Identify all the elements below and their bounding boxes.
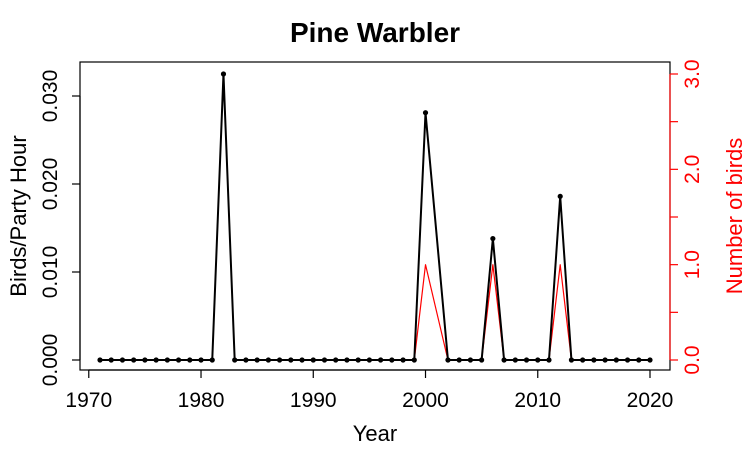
y-tick-label: 0.010 <box>39 246 62 299</box>
data-point <box>299 357 305 363</box>
x-tick-label: 2000 <box>402 389 449 412</box>
data-point <box>411 357 417 363</box>
series-line-birds-per-party-hour <box>100 73 650 361</box>
data-point <box>209 357 215 363</box>
y2-tick-label: 1.0 <box>681 250 704 279</box>
chart-title: Pine Warbler <box>290 17 460 48</box>
y2-tick-label: 3.0 <box>681 59 704 88</box>
data-point <box>119 357 126 363</box>
data-point <box>355 357 361 363</box>
data-point <box>288 357 294 363</box>
data-point <box>333 357 339 363</box>
data-point <box>142 357 148 363</box>
series-layer <box>97 71 653 363</box>
data-point <box>164 357 170 363</box>
data-point <box>187 357 193 363</box>
data-point <box>321 357 328 363</box>
x-axis: 1970 1980 1990 2000 2010 2020 <box>65 369 674 412</box>
x-tick-label: 1990 <box>290 389 337 412</box>
x-tick-label: 2020 <box>627 389 674 412</box>
data-point <box>445 357 451 363</box>
data-point <box>243 357 249 363</box>
data-point <box>198 357 204 363</box>
data-point <box>175 357 182 363</box>
plot-frame <box>79 61 671 371</box>
y-axis-label: Birds/Party Hour <box>6 135 31 296</box>
data-point <box>276 357 283 363</box>
data-point <box>647 357 653 363</box>
data-point <box>378 357 384 363</box>
y-axis: 0.000 0.010 0.020 0.030 <box>39 70 81 387</box>
data-point <box>613 357 619 363</box>
y-tick-label: 0.030 <box>39 70 62 123</box>
data-point <box>400 357 406 363</box>
y2-axis: 0.0 1.0 2.0 3.0 <box>669 59 704 375</box>
x-tick-label: 1970 <box>65 389 112 412</box>
data-point <box>254 357 260 363</box>
data-point <box>512 357 518 363</box>
data-point <box>422 110 429 116</box>
data-point <box>389 357 395 363</box>
data-point <box>479 357 485 363</box>
data-point <box>467 357 474 363</box>
data-point <box>366 357 372 363</box>
data-point <box>310 357 316 363</box>
data-point <box>220 71 227 77</box>
y-tick-label: 0.000 <box>39 334 62 387</box>
y2-tick-label: 2.0 <box>681 155 704 184</box>
data-point <box>501 357 507 363</box>
x-tick-label: 1980 <box>178 389 225 412</box>
data-point <box>557 193 563 199</box>
data-point <box>624 357 631 363</box>
data-point <box>97 357 103 363</box>
data-point <box>108 357 114 363</box>
data-point <box>265 357 271 363</box>
data-point <box>344 357 350 363</box>
data-point <box>580 357 586 363</box>
data-point <box>568 357 575 363</box>
y2-tick-label: 0.0 <box>681 345 704 374</box>
x-tick-label: 2010 <box>514 389 561 412</box>
data-point <box>153 357 159 363</box>
y2-axis-label: Number of birds <box>722 138 747 295</box>
data-point <box>591 357 597 363</box>
data-point <box>490 235 496 242</box>
data-point <box>535 357 541 363</box>
data-point <box>602 357 608 363</box>
x-axis-label: Year <box>353 421 397 446</box>
data-point <box>131 357 137 363</box>
data-point <box>232 357 238 363</box>
data-point <box>523 357 530 363</box>
data-point <box>636 357 642 363</box>
data-point <box>456 357 462 363</box>
y-tick-label: 0.020 <box>39 158 62 211</box>
data-point <box>546 357 552 363</box>
